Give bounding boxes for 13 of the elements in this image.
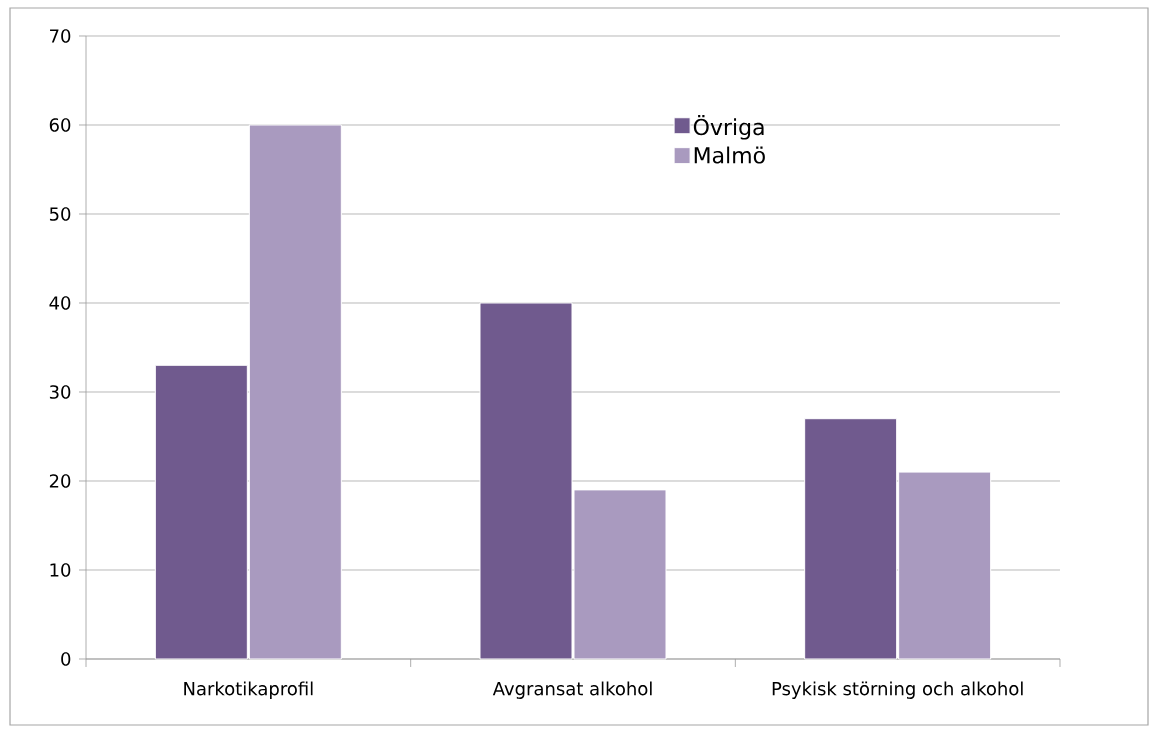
y-tick-label: 0 bbox=[61, 652, 71, 666]
y-tick-label: 70 bbox=[50, 29, 71, 43]
x-tick-label: Avgransat alkohol bbox=[492, 681, 652, 699]
x-tick-label: Narkotikaprofil bbox=[184, 681, 313, 699]
x-tick-label: Psykisk störning och alkohol bbox=[772, 681, 1023, 699]
y-tick-label: 40 bbox=[49, 296, 71, 310]
y-tick-label: 30 bbox=[49, 385, 71, 399]
y-tick-label: 10 bbox=[50, 563, 71, 577]
legend-label: Övriga bbox=[693, 114, 764, 140]
legend-label: Malmö bbox=[694, 146, 765, 164]
y-tick-label: 60 bbox=[49, 118, 71, 132]
y-tick-label: 50 bbox=[49, 207, 71, 221]
y-tick-label: 20 bbox=[49, 474, 71, 488]
